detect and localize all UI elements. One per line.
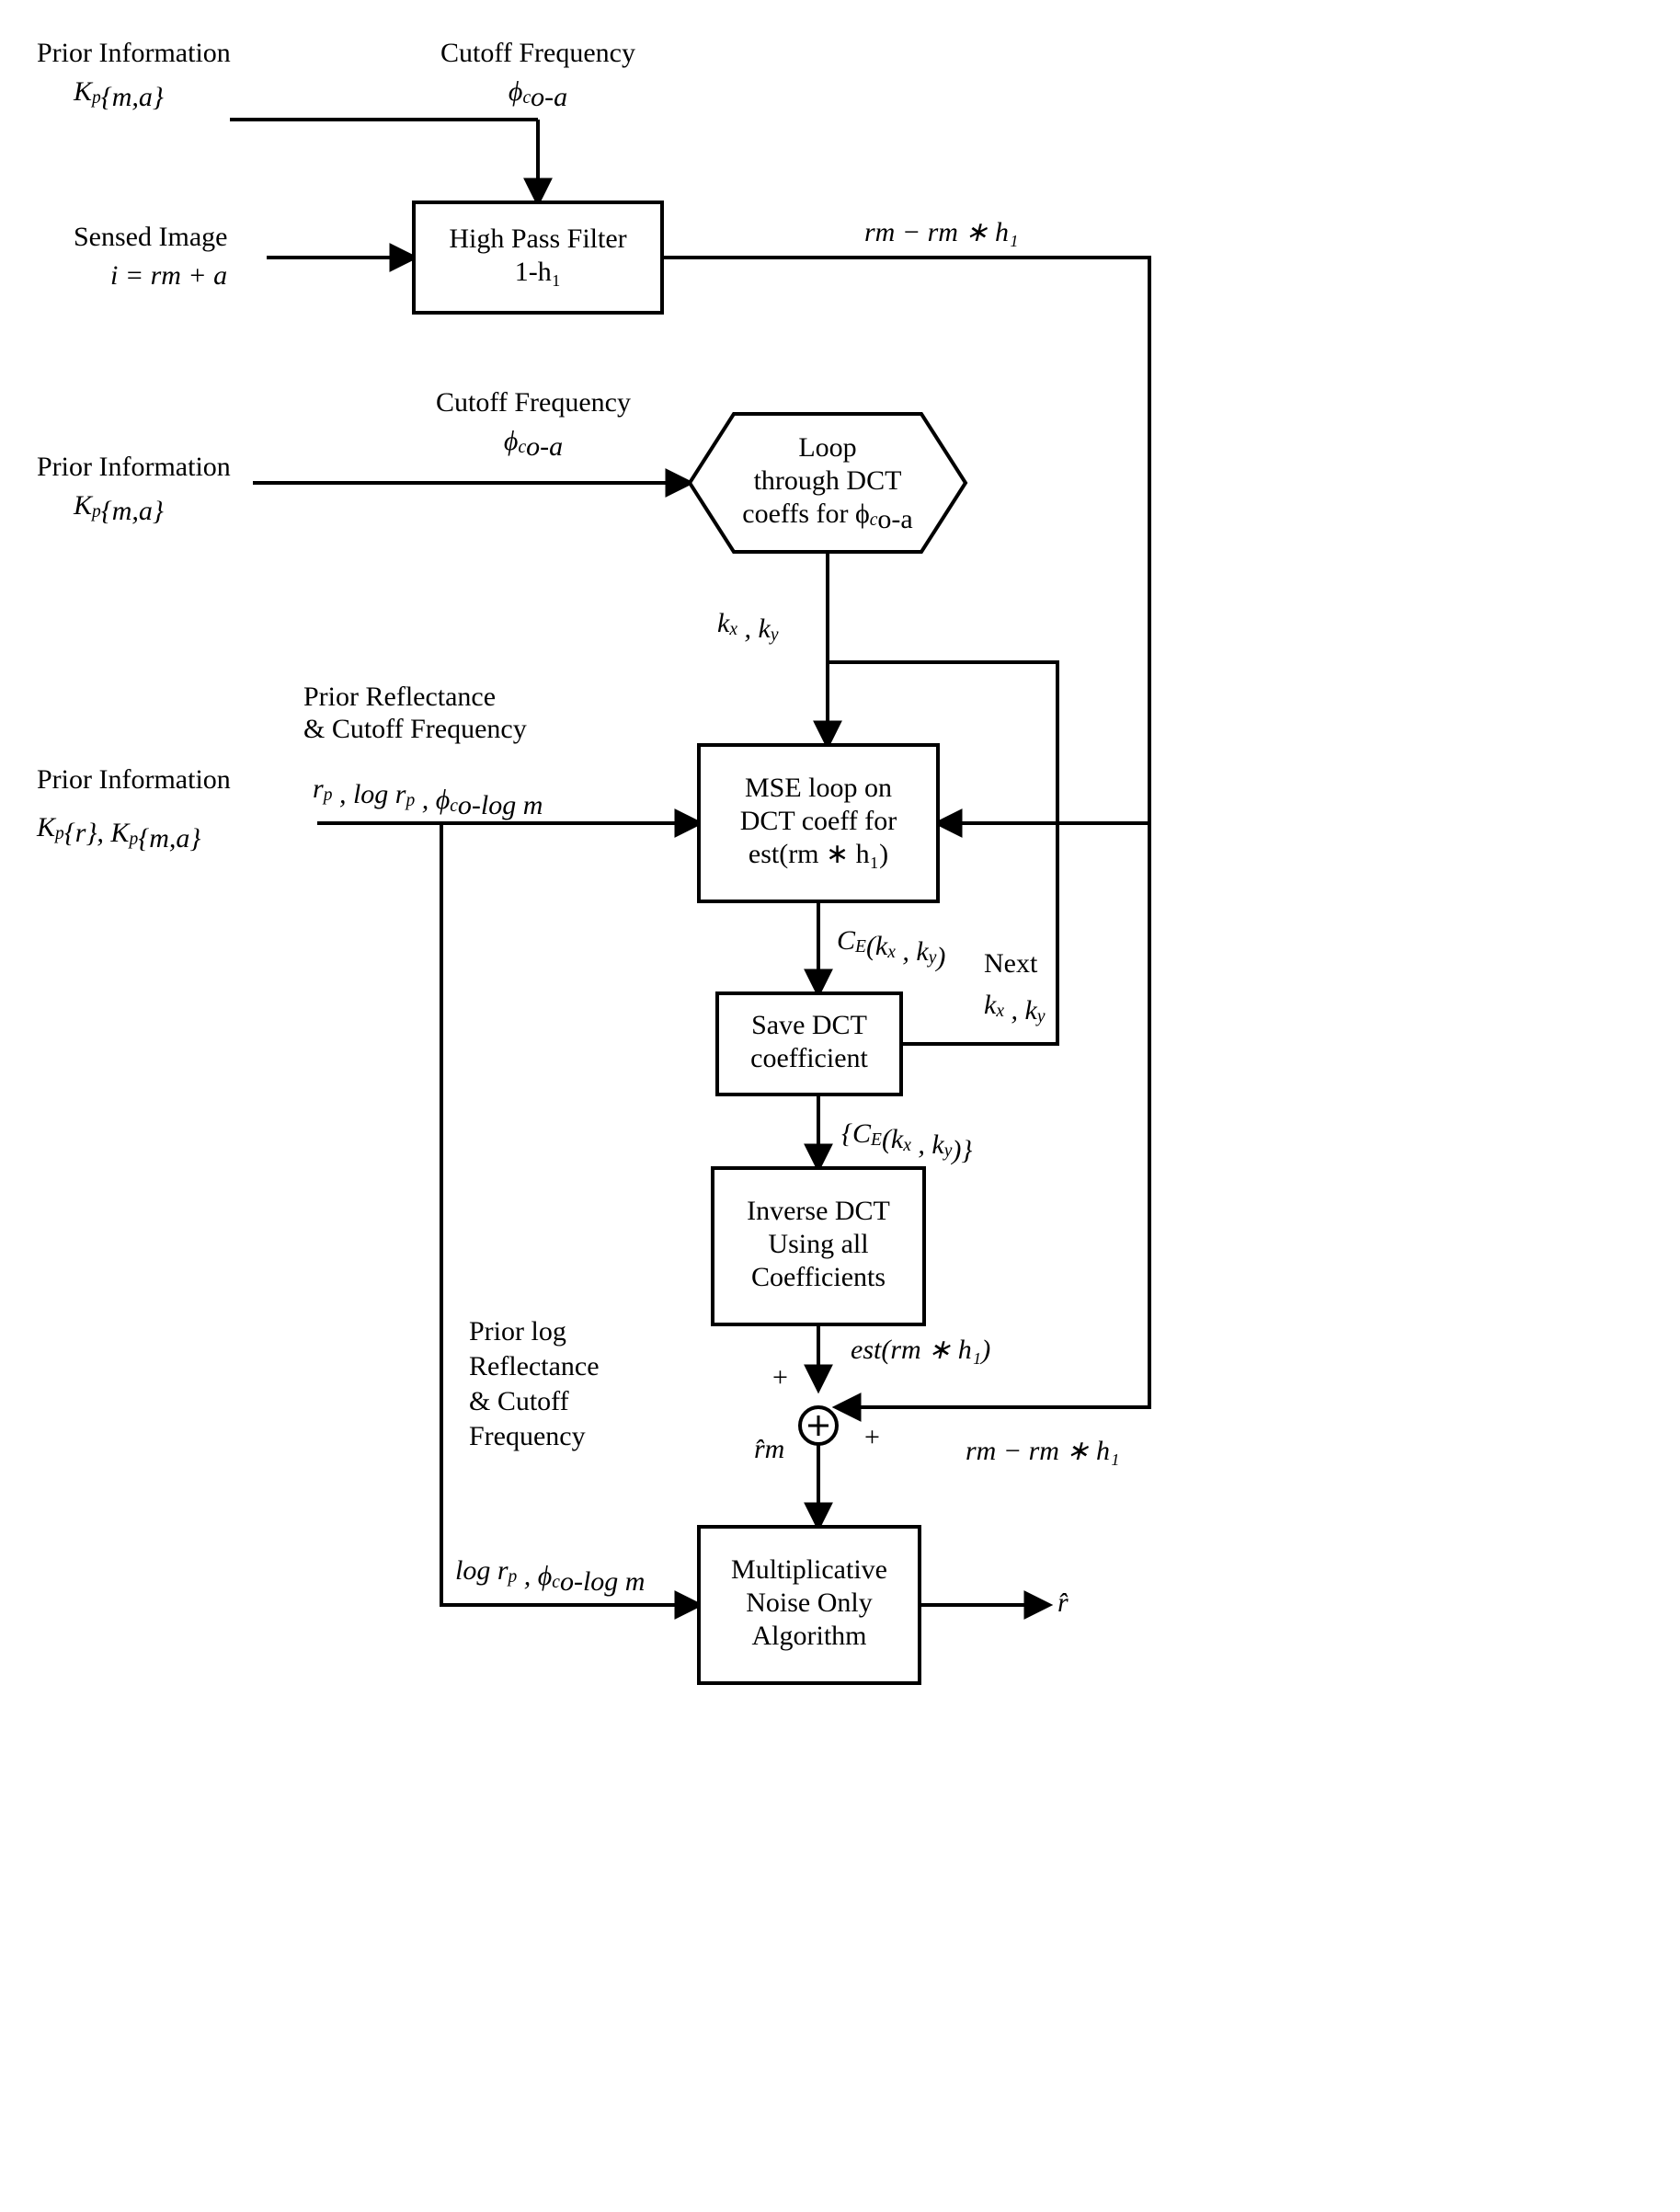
label-l_prior_log3: & Cutoff [469, 1386, 569, 1416]
svg-text:Kp{r}, Kp{m,a}: Kp{r}, Kp{m,a} [36, 812, 200, 854]
svg-text:kx , ky: kx , ky [984, 990, 1046, 1027]
label-l_plus_top: + [772, 1362, 788, 1393]
label-l_rm_minus: rm − rm ∗ h₁ [864, 217, 1019, 247]
label-l_est: est(rm ∗ h₁) [851, 1335, 990, 1365]
svg-text:rp , log rp , ϕco-log m: rp , log rp , ϕco-log m [313, 774, 543, 820]
node-mult-line1: Noise Only [746, 1587, 873, 1618]
svg-text:est(rm ∗ h₁): est(rm ∗ h₁) [851, 1335, 990, 1365]
svg-text:Prior Information: Prior Information [37, 452, 231, 482]
svg-text:r̂: r̂ [1057, 1587, 1069, 1618]
label-l_prior_log4: Frequency [469, 1421, 586, 1451]
label-l_sensed: Sensed Image i = rm + a [74, 222, 227, 291]
node-mse-line1: DCT coeff for [740, 806, 897, 836]
label-l_rm_hat: r̂m [754, 1434, 784, 1464]
svg-text:ϕco-a: ϕco-a [504, 426, 563, 462]
label-l_prior_top: Prior Information Kp{m,a} [37, 38, 231, 112]
svg-text:log rp , ϕco-log m: log rp , ϕco-log m [455, 1555, 645, 1597]
svg-text:r̂m: r̂m [754, 1434, 784, 1464]
svg-text:CE(kx , ky): CE(kx , ky) [837, 925, 945, 972]
svg-text:rm − rm ∗ h₁: rm − rm ∗ h₁ [864, 217, 1019, 247]
svg-text:Sensed Image: Sensed Image [74, 222, 227, 252]
node-loop-line1: through DCT [754, 465, 902, 496]
svg-text:Frequency: Frequency [469, 1421, 586, 1451]
svg-text:ϕco-a: ϕco-a [509, 76, 567, 112]
label-l_ce: CE(kx , ky) [837, 925, 945, 972]
svg-text:& Cutoff: & Cutoff [469, 1386, 569, 1416]
node-save-line0: Save DCT [751, 1010, 867, 1040]
svg-text:Cutoff Frequency: Cutoff Frequency [440, 38, 635, 68]
svg-text:Next: Next [984, 948, 1038, 979]
svg-text:Prior Reflectance: Prior Reflectance [303, 682, 496, 712]
node-mult-line2: Algorithm [752, 1621, 867, 1651]
label-l_prior_ref_left2: Kp{r}, Kp{m,a} [36, 812, 200, 854]
label-l_prior_log_math: log rp , ϕco-log m [455, 1555, 645, 1597]
label-l_prior_ref_left: Prior Information [37, 764, 231, 795]
label-l_prior_ref_top2: & Cutoff Frequency [303, 714, 527, 744]
svg-text:kx , ky: kx , ky [717, 608, 779, 646]
svg-text:& Cutoff Frequency: & Cutoff Frequency [303, 714, 527, 744]
flowchart-diagram: High Pass Filter1-h₁ Loopthrough DCT coeff… [18, 18, 1662, 1784]
svg-text:i = rm + a: i = rm + a [110, 260, 227, 291]
node-mult-line0: Multiplicative [731, 1554, 887, 1585]
node-hpf-line1: 1-h₁ [515, 257, 561, 287]
edge-e_ref_tap_down [441, 823, 699, 1605]
svg-text:+: + [864, 1422, 880, 1452]
svg-text:+: + [772, 1362, 788, 1393]
label-l_rhat: r̂ [1057, 1587, 1069, 1618]
label-l_rm_minus2: rm − rm ∗ h₁ [966, 1436, 1120, 1466]
svg-text:Cutoff Frequency: Cutoff Frequency [436, 387, 631, 418]
label-l_next: Next [984, 948, 1038, 979]
label-l_plus_right: + [864, 1422, 880, 1452]
svg-text:Reflectance: Reflectance [469, 1351, 600, 1381]
label-l_next_k: kx , ky [984, 990, 1046, 1027]
label-l_kxky: kx , ky [717, 608, 779, 646]
label-l_ce_set: {CE(kx , ky)} [841, 1118, 972, 1165]
svg-text:Prior Information: Prior Information [37, 38, 231, 68]
node-idct-line2: Coefficients [751, 1262, 886, 1292]
node-mse-line2: est(rm ∗ h₁) [749, 839, 888, 869]
node-idct-line0: Inverse DCT [747, 1196, 890, 1226]
node-mse-line0: MSE loop on [745, 773, 892, 803]
label-l_prior_ref_math: rp , log rp , ϕco-log m [313, 774, 543, 820]
svg-text:Prior log: Prior log [469, 1316, 566, 1347]
label-l_prior_ref_top: Prior Reflectance [303, 682, 496, 712]
svg-text:{CE(kx , ky)}: {CE(kx , ky)} [841, 1118, 972, 1165]
svg-text:Kp{m,a}: Kp{m,a} [73, 490, 164, 526]
label-l_cutoff_top: Cutoff Frequency ϕco-a [440, 38, 635, 112]
svg-text:Kp{m,a}: Kp{m,a} [73, 76, 164, 112]
node-save-line1: coefficient [750, 1043, 868, 1073]
label-l_cutoff_mid: Cutoff Frequency ϕco-a [436, 387, 631, 462]
node-idct-line1: Using all [768, 1229, 868, 1259]
label-l_prior_mid: Prior Information Kp{m,a} [37, 452, 231, 526]
label-l_prior_log1: Prior log [469, 1316, 566, 1347]
node-hpf-line0: High Pass Filter [449, 223, 626, 254]
node-loop-line0: Loop [798, 432, 856, 463]
svg-text:rm − rm ∗ h₁: rm − rm ∗ h₁ [966, 1436, 1120, 1466]
svg-text:Prior Information: Prior Information [37, 764, 231, 795]
label-l_prior_log2: Reflectance [469, 1351, 600, 1381]
